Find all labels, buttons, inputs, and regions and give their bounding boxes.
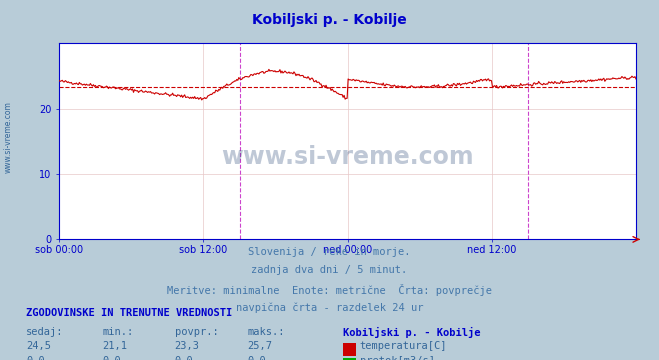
Text: 23,3: 23,3 <box>175 341 200 351</box>
Text: Kobiljski p. - Kobilje: Kobiljski p. - Kobilje <box>252 13 407 27</box>
Text: 0,0: 0,0 <box>247 356 266 360</box>
Text: min.:: min.: <box>102 327 133 337</box>
Text: povpr.:: povpr.: <box>175 327 218 337</box>
Text: 0,0: 0,0 <box>102 356 121 360</box>
Text: pretok[m3/s]: pretok[m3/s] <box>360 356 435 360</box>
Text: 21,1: 21,1 <box>102 341 127 351</box>
Text: 0,0: 0,0 <box>26 356 45 360</box>
Text: www.si-vreme.com: www.si-vreme.com <box>3 101 13 173</box>
Text: zadnja dva dni / 5 minut.: zadnja dva dni / 5 minut. <box>251 265 408 275</box>
Text: temperatura[C]: temperatura[C] <box>360 341 447 351</box>
Text: 24,5: 24,5 <box>26 341 51 351</box>
Text: Meritve: minimalne  Enote: metrične  Črta: povprečje: Meritve: minimalne Enote: metrične Črta:… <box>167 284 492 296</box>
Text: ZGODOVINSKE IN TRENUTNE VREDNOSTI: ZGODOVINSKE IN TRENUTNE VREDNOSTI <box>26 308 233 318</box>
Text: navpična črta - razdelek 24 ur: navpična črta - razdelek 24 ur <box>236 303 423 313</box>
Text: Kobiljski p. - Kobilje: Kobiljski p. - Kobilje <box>343 327 480 338</box>
Text: www.si-vreme.com: www.si-vreme.com <box>221 145 474 169</box>
Text: sedaj:: sedaj: <box>26 327 64 337</box>
Text: Slovenija / reke in morje.: Slovenija / reke in morje. <box>248 247 411 257</box>
Text: 0,0: 0,0 <box>175 356 193 360</box>
Text: maks.:: maks.: <box>247 327 285 337</box>
Text: 25,7: 25,7 <box>247 341 272 351</box>
